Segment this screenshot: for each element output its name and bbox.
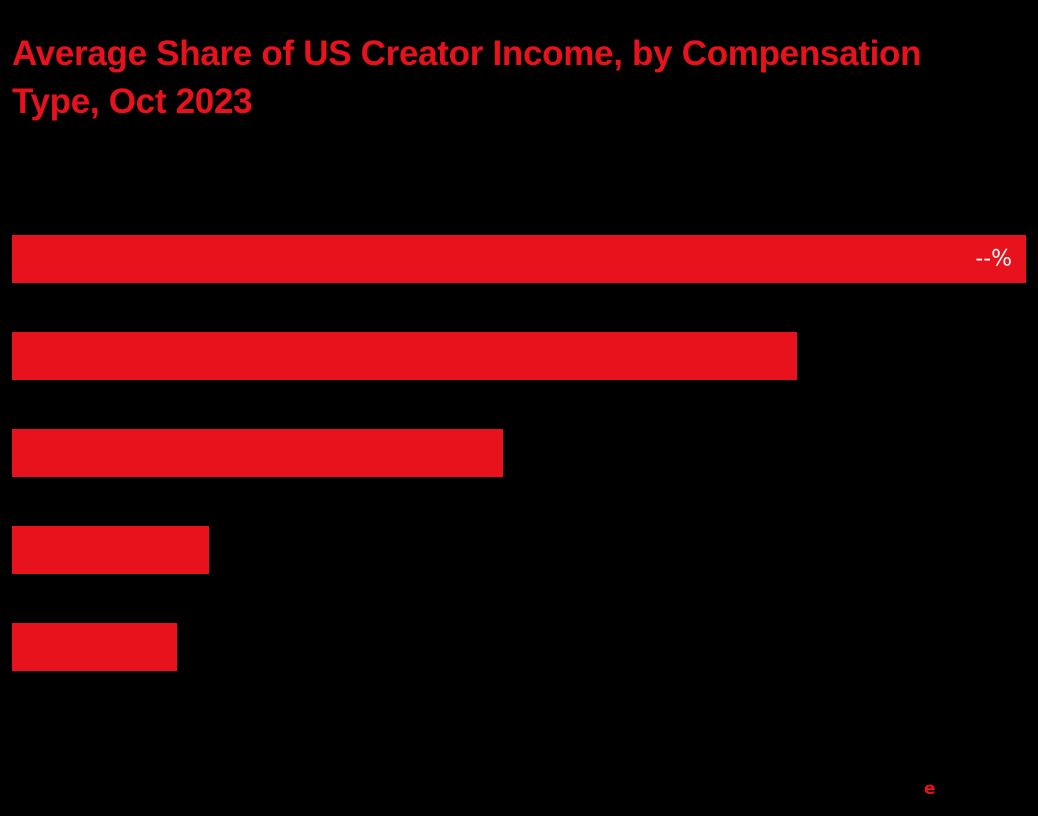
bar-1: --% — [12, 235, 1026, 283]
chart-title: Average Share of US Creator Income, by C… — [12, 34, 922, 121]
brand-logo-icon: e — [924, 779, 936, 799]
bar-5 — [12, 623, 177, 671]
bar-4 — [12, 526, 209, 574]
bar-3 — [12, 429, 503, 477]
bar-value-label: --% — [975, 246, 1012, 272]
bar-2 — [12, 332, 797, 380]
